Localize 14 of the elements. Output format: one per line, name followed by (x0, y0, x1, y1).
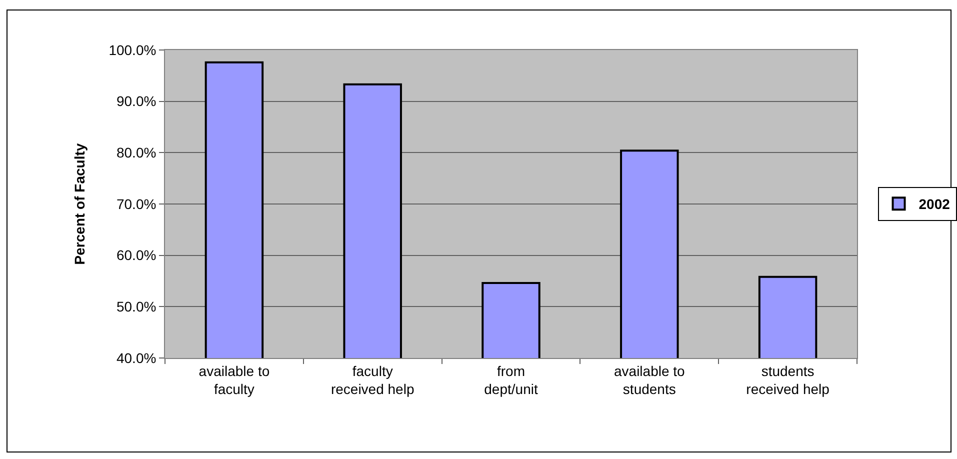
y-axis-title: Percent of Faculty (71, 143, 88, 265)
x-tick-label: available to students (614, 362, 686, 397)
y-tick-label: 100.0% (108, 42, 156, 58)
x-tick-label: faculty received help (330, 362, 414, 397)
y-tick-label: 40.0% (116, 350, 156, 366)
y-tick-label: 60.0% (116, 247, 156, 264)
y-tick-label: 80.0% (116, 144, 156, 161)
y-tick-label: 90.0% (116, 93, 156, 110)
y-tick-label: 70.0% (116, 196, 156, 212)
x-tick-label: from dept/unit (484, 362, 538, 397)
x-tick-label: available to faculty (198, 362, 270, 397)
y-tick-label: 50.0% (116, 298, 156, 315)
x-tick-label: students received help (746, 362, 830, 397)
legend-label: 2002 (918, 196, 950, 212)
